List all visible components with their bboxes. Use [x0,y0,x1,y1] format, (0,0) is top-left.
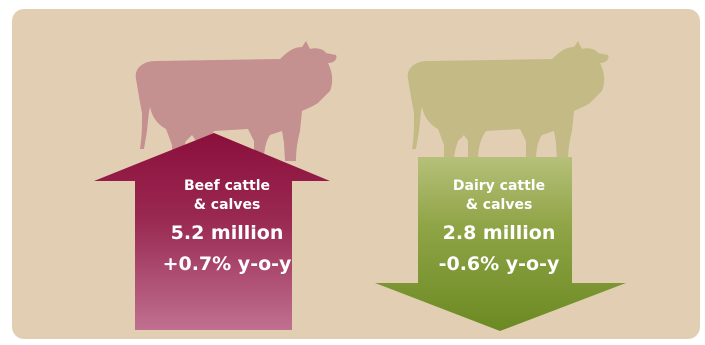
beef-category-line-2: & calves [193,197,261,213]
cattle-graphic [94,41,626,331]
dairy-cow-icon [407,41,609,161]
beef-arrow-up-icon [94,133,330,330]
beef-count: 5.2 million [170,222,284,244]
infographic-panel: Beef cattle & calves 5.2 million +0.7% y… [12,9,700,339]
dairy-count: 2.8 million [442,222,556,244]
dairy-arrow-down-icon [375,157,626,331]
dairy-category-line-2: & calves [465,197,533,213]
beef-stats: Beef cattle & calves 5.2 million +0.7% y… [138,177,316,277]
beef-category-line-1: Beef cattle [183,178,271,194]
dairy-stats: Dairy cattle & calves 2.8 million -0.6% … [410,177,588,277]
dairy-change: -0.6% y-o-y [438,253,560,275]
dairy-category-line-1: Dairy cattle [452,178,546,194]
beef-change: +0.7% y-o-y [162,253,292,275]
